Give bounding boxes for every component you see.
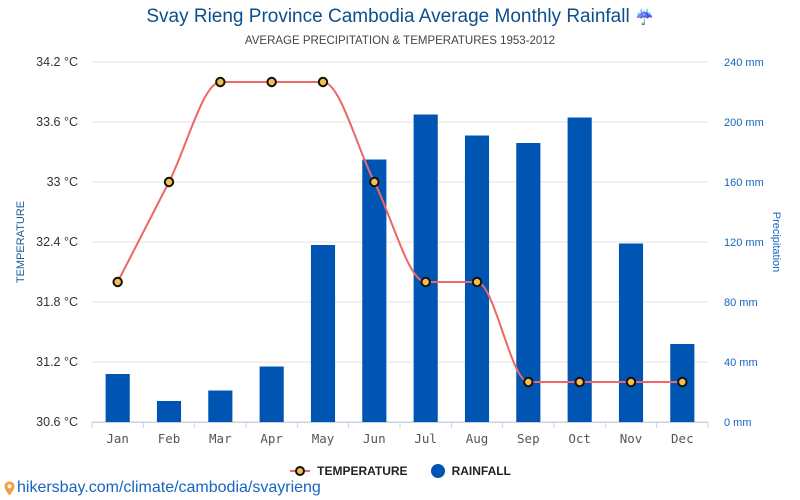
temperature-markers <box>112 76 688 388</box>
chart-title: Svay Rieng Province Cambodia Average Mon… <box>0 6 800 28</box>
legend: TEMPERATURE RAINFALL <box>0 463 800 479</box>
legend-temperature-label: TEMPERATURE <box>317 464 408 478</box>
rainfall-bar-mar[interactable] <box>208 390 233 423</box>
left-axis-label: TEMPERATURE <box>15 201 27 283</box>
left-axis-ticks: 34.2 °C 33.6 °C 33 °C 32.4 °C 31.8 °C 31.2 °C… <box>36 55 78 429</box>
footer: hikersbay.com/climate/cambodia/svayrieng <box>4 479 321 497</box>
x-tick-label: Sep <box>517 431 540 446</box>
right-axis-label: Precipitation <box>770 212 782 273</box>
right-tick-label: 240 mm <box>724 57 764 69</box>
rainfall-bar-jul[interactable] <box>413 114 438 423</box>
legend-item-rainfall[interactable]: RAINFALL <box>430 463 511 479</box>
temperature-point-jun[interactable] <box>369 176 380 188</box>
x-tick-label: Feb <box>158 431 181 446</box>
x-axis: Jan Feb Mar Apr May Jun Jul Aug Sep Oct Nov Dec <box>91 422 709 446</box>
left-tick-label: 33 °C <box>47 175 78 189</box>
temperature-point-apr[interactable] <box>266 76 277 88</box>
chart-title-text: Svay Rieng Province Cambodia Average Mon… <box>146 6 630 27</box>
right-axis-ticks: 240 mm 200 mm 160 mm 120 mm 80 mm 40 mm 0 mm <box>724 57 764 429</box>
source-link[interactable]: hikersbay.com/climate/cambodia/svayrieng <box>17 479 321 496</box>
left-tick-label: 33.6 °C <box>36 115 78 129</box>
umbrella-rain-icon: ☔ <box>634 9 654 26</box>
x-tick-label: Jun <box>363 431 386 446</box>
temperature-point-aug[interactable] <box>471 276 483 288</box>
rainfall-bar-feb[interactable] <box>156 401 182 422</box>
temperature-point-mar[interactable] <box>215 76 226 88</box>
x-tick-label: Dec <box>671 431 694 446</box>
right-tick-label: 200 mm <box>724 117 764 129</box>
left-tick-label: 30.6 °C <box>36 415 78 429</box>
rainfall-bar-may[interactable] <box>310 245 336 422</box>
temperature-line <box>116 81 683 383</box>
chart-subtitle: AVERAGE PRECIPITATION & TEMPERATURES 195… <box>244 35 556 47</box>
temperature-point-sep[interactable] <box>523 376 534 388</box>
left-tick-label: 34.2 °C <box>36 55 78 69</box>
x-tick-label: May <box>312 431 335 446</box>
x-tick-label: Mar <box>209 431 232 446</box>
x-tick-label: Aug <box>466 431 489 446</box>
legend-item-temperature[interactable]: TEMPERATURE <box>289 464 408 478</box>
rainfall-bar-jun[interactable] <box>362 159 387 423</box>
x-tick-label: Jan <box>106 431 129 446</box>
rainfall-bar-nov[interactable] <box>618 243 644 423</box>
temperature-point-nov[interactable] <box>625 376 637 388</box>
legend-rainfall-label: RAINFALL <box>451 464 511 478</box>
temperature-point-oct[interactable] <box>574 376 585 388</box>
x-tick-label: Apr <box>260 431 283 446</box>
right-tick-label: 160 mm <box>724 177 764 189</box>
left-tick-label: 31.8 °C <box>36 295 78 309</box>
temperature-point-dec[interactable] <box>677 376 688 388</box>
rainfall-bar-jan[interactable] <box>105 374 130 422</box>
right-tick-label: 80 mm <box>724 297 758 309</box>
rainfall-bar-apr[interactable] <box>259 366 284 423</box>
temperature-point-jan[interactable] <box>112 276 123 288</box>
temperature-legend-icon <box>290 466 311 476</box>
rainfall-bars <box>105 114 695 423</box>
temperature-point-feb[interactable] <box>163 176 175 188</box>
rainfall-legend-icon <box>430 464 445 478</box>
left-tick-label: 31.2 °C <box>36 355 78 369</box>
x-tick-label: Oct <box>568 431 591 446</box>
temperature-point-jul[interactable] <box>420 276 431 288</box>
map-pin-icon <box>4 481 15 495</box>
right-tick-label: 40 mm <box>724 357 758 369</box>
x-tick-label: Nov <box>620 431 643 446</box>
right-tick-label: 120 mm <box>724 237 764 249</box>
rainfall-bar-oct[interactable] <box>567 117 592 423</box>
left-tick-label: 32.4 °C <box>36 235 78 249</box>
x-tick-label: Jul <box>414 431 437 446</box>
temperature-point-may[interactable] <box>317 76 329 88</box>
right-tick-label: 0 mm <box>724 417 752 429</box>
